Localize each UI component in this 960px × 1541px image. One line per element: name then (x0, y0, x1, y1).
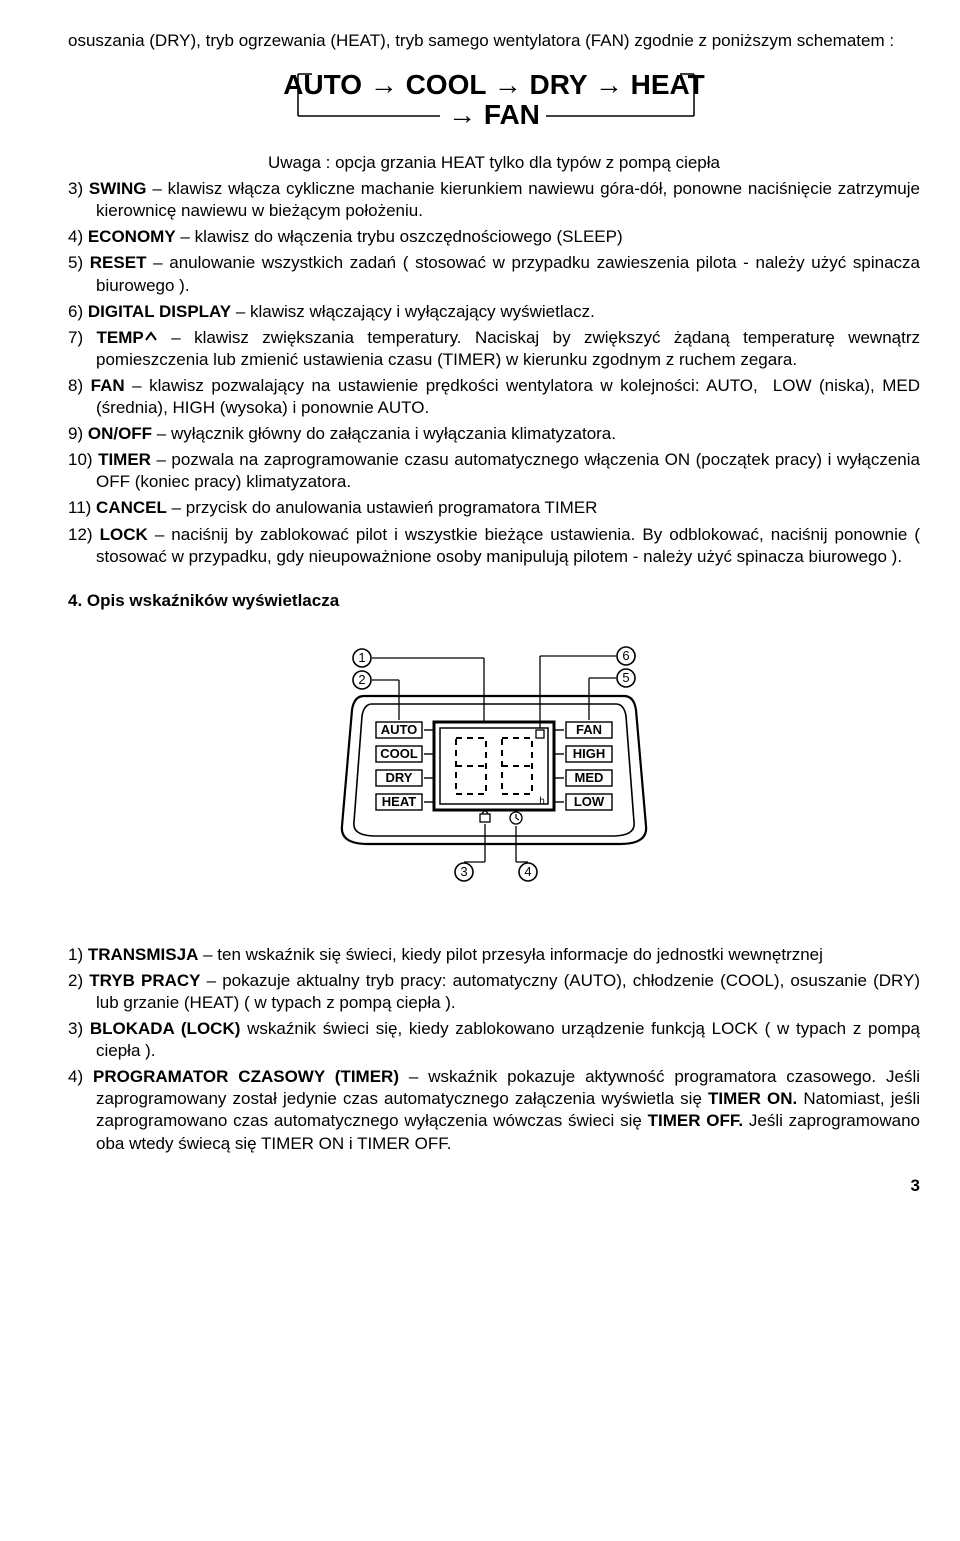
function-item: 3) SWING – klawisz włącza cykliczne mach… (68, 178, 920, 222)
function-item: 10) TIMER – pozwala na zaprogramowanie c… (68, 449, 920, 493)
flow-svg: AUTO → COOL → DRY → HEAT → FAN (254, 64, 734, 150)
display-diagram-wrap: h AUTO COOL DRY HEAT FAN HIGH MED LOW 1 2 6 5 3 4 (68, 638, 920, 898)
function-item: 7) TEMP – klawisz zwiększania temperatur… (68, 327, 920, 371)
indicator-item: 1) TRANSMISJA – ten wskaźnik się świeci,… (68, 944, 920, 966)
mode-flow-diagram: AUTO → COOL → DRY → HEAT → FAN (68, 64, 920, 150)
intro-paragraph: osuszania (DRY), tryb ogrzewania (HEAT),… (68, 30, 920, 52)
indicator-item: 2) TRYB PRACY – pokazuje aktualny tryb p… (68, 970, 920, 1014)
function-item: 12) LOCK – naciśnij by zablokować pilot … (68, 524, 920, 568)
function-item: 6) DIGITAL DISPLAY – klawisz włączający … (68, 301, 920, 323)
page-number: 3 (68, 1175, 920, 1197)
indicator-item: 4) PROGRAMATOR CZASOWY (TIMER) – wskaźni… (68, 1066, 920, 1154)
flow-line1: AUTO → COOL → DRY → HEAT (283, 69, 705, 100)
indicator-list: 1) TRANSMISJA – ten wskaźnik się świeci,… (68, 944, 920, 1155)
chevron-up-icon (144, 330, 158, 342)
svg-text:3: 3 (460, 864, 467, 879)
function-item: 5) RESET – anulowanie wszystkich zadań (… (68, 252, 920, 296)
svg-text:HIGH: HIGH (573, 746, 606, 761)
svg-text:DRY: DRY (386, 770, 413, 785)
function-item: 9) ON/OFF – wyłącznik główny do załączan… (68, 423, 920, 445)
function-list: 3) SWING – klawisz włącza cykliczne mach… (68, 178, 920, 568)
svg-text:AUTO: AUTO (381, 722, 418, 737)
svg-text:5: 5 (622, 670, 629, 685)
flow-line2: → FAN (448, 99, 540, 130)
svg-text:HEAT: HEAT (382, 794, 416, 809)
svg-text:2: 2 (358, 672, 365, 687)
svg-text:LOW: LOW (574, 794, 605, 809)
svg-text:COOL: COOL (380, 746, 418, 761)
svg-text:FAN: FAN (576, 722, 602, 737)
function-item: 11) CANCEL – przycisk do anulowania usta… (68, 497, 920, 519)
svg-text:4: 4 (524, 864, 531, 879)
display-diagram: h AUTO COOL DRY HEAT FAN HIGH MED LOW 1 2 6 5 3 4 (284, 638, 704, 898)
section4-title: 4. Opis wskaźników wyświetlacza (68, 590, 920, 612)
function-item: 4) ECONOMY – klawisz do włączenia trybu … (68, 226, 920, 248)
svg-text:6: 6 (622, 648, 629, 663)
svg-text:MED: MED (575, 770, 604, 785)
svg-text:h: h (539, 796, 545, 807)
svg-text:1: 1 (358, 650, 365, 665)
heat-note: Uwaga : opcja grzania HEAT tylko dla typ… (68, 152, 920, 174)
function-item: 8) FAN – klawisz pozwalający na ustawien… (68, 375, 920, 419)
indicator-item: 3) BLOKADA (LOCK) wskaźnik świeci się, k… (68, 1018, 920, 1062)
